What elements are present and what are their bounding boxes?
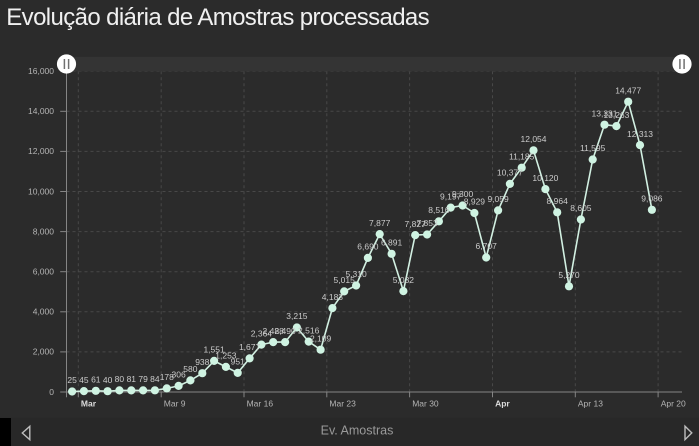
svg-text:10,120: 10,120 <box>532 173 558 183</box>
svg-text:Apr 13: Apr 13 <box>578 398 603 408</box>
svg-text:61: 61 <box>91 375 101 385</box>
svg-text:84: 84 <box>150 374 160 384</box>
svg-text:9,059: 9,059 <box>487 194 509 204</box>
svg-text:1,253: 1,253 <box>215 351 237 361</box>
svg-text:2,000: 2,000 <box>33 347 55 357</box>
svg-text:9,300: 9,300 <box>452 189 474 199</box>
svg-text:10,000: 10,000 <box>28 186 54 196</box>
svg-text:40: 40 <box>103 375 113 385</box>
svg-text:13,331: 13,331 <box>592 108 618 118</box>
svg-text:938: 938 <box>195 357 209 367</box>
svg-text:7,853: 7,853 <box>416 218 438 228</box>
svg-text:1,551: 1,551 <box>203 345 225 355</box>
svg-text:Apr: Apr <box>495 398 510 408</box>
svg-text:11,185: 11,185 <box>509 151 535 161</box>
svg-text:2,516: 2,516 <box>298 325 320 335</box>
svg-text:4,183: 4,183 <box>322 292 344 302</box>
svg-text:5,032: 5,032 <box>393 275 415 285</box>
svg-text:4,000: 4,000 <box>33 307 55 317</box>
svg-text:12,000: 12,000 <box>28 146 54 156</box>
svg-text:Apr 20: Apr 20 <box>661 398 686 408</box>
svg-text:6,891: 6,891 <box>381 238 403 248</box>
svg-text:80: 80 <box>115 374 125 384</box>
svg-text:5,015: 5,015 <box>334 275 356 285</box>
svg-text:9,086: 9,086 <box>641 194 663 204</box>
svg-text:10,377: 10,377 <box>497 168 523 178</box>
svg-text:951: 951 <box>231 357 245 367</box>
svg-text:7,827: 7,827 <box>405 219 427 229</box>
svg-text:45: 45 <box>79 375 89 385</box>
svg-text:Mar 30: Mar 30 <box>412 398 439 408</box>
svg-text:8,964: 8,964 <box>547 196 569 206</box>
svg-text:306: 306 <box>172 370 186 380</box>
svg-text:Mar: Mar <box>81 398 97 408</box>
svg-text:16,000: 16,000 <box>28 66 54 76</box>
svg-text:8,000: 8,000 <box>33 226 55 236</box>
svg-text:5,270: 5,270 <box>558 270 580 280</box>
svg-text:2,488: 2,488 <box>263 326 285 336</box>
svg-text:7,877: 7,877 <box>369 218 391 228</box>
svg-text:580: 580 <box>183 364 197 374</box>
svg-text:Mar 23: Mar 23 <box>329 398 356 408</box>
svg-text:81: 81 <box>127 374 137 384</box>
svg-text:Ev. Amostras: Ev. Amostras <box>321 424 394 438</box>
svg-text:79: 79 <box>138 374 148 384</box>
svg-text:2,364: 2,364 <box>251 328 273 338</box>
svg-text:12,313: 12,313 <box>627 129 653 139</box>
svg-text:12,054: 12,054 <box>521 134 547 144</box>
svg-text:0: 0 <box>49 387 54 397</box>
svg-text:6,690: 6,690 <box>357 242 379 252</box>
svg-text:8,605: 8,605 <box>570 203 592 213</box>
svg-text:25: 25 <box>67 375 77 385</box>
svg-text:6,707: 6,707 <box>476 241 498 251</box>
svg-text:13,263: 13,263 <box>603 110 629 120</box>
svg-text:14,000: 14,000 <box>28 106 54 116</box>
svg-text:14,477: 14,477 <box>615 85 641 95</box>
svg-text:Evolução diária de Amostras pr: Evolução diária de Amostras processadas <box>6 4 429 31</box>
svg-text:2,490: 2,490 <box>274 326 296 336</box>
svg-text:Mar 9: Mar 9 <box>164 398 186 408</box>
svg-text:9,197: 9,197 <box>440 191 462 201</box>
svg-text:5,310: 5,310 <box>345 269 367 279</box>
svg-text:6,000: 6,000 <box>33 267 55 277</box>
svg-text:178: 178 <box>160 372 174 382</box>
svg-text:8,929: 8,929 <box>464 197 486 207</box>
svg-text:Mar 16: Mar 16 <box>247 398 274 408</box>
svg-text:3,215: 3,215 <box>286 311 308 321</box>
svg-text:1,677: 1,677 <box>239 342 261 352</box>
svg-text:8,516: 8,516 <box>428 205 450 215</box>
svg-text:11,595: 11,595 <box>580 143 606 153</box>
svg-text:2,109: 2,109 <box>310 333 332 343</box>
